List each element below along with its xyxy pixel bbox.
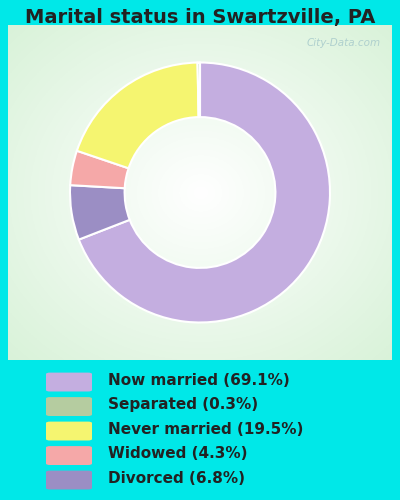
- Wedge shape: [70, 151, 128, 188]
- Text: Never married (19.5%): Never married (19.5%): [108, 422, 303, 437]
- Wedge shape: [70, 185, 130, 240]
- Text: City-Data.com: City-Data.com: [306, 38, 380, 48]
- Wedge shape: [198, 62, 200, 117]
- FancyBboxPatch shape: [46, 446, 92, 465]
- Text: Widowed (4.3%): Widowed (4.3%): [108, 446, 248, 462]
- Text: Divorced (6.8%): Divorced (6.8%): [108, 471, 245, 486]
- Text: Separated (0.3%): Separated (0.3%): [108, 398, 258, 412]
- Text: Marital status in Swartzville, PA: Marital status in Swartzville, PA: [25, 8, 375, 27]
- Wedge shape: [79, 62, 330, 322]
- FancyBboxPatch shape: [46, 422, 92, 440]
- Wedge shape: [77, 62, 198, 168]
- FancyBboxPatch shape: [46, 397, 92, 416]
- Text: Now married (69.1%): Now married (69.1%): [108, 373, 290, 388]
- FancyBboxPatch shape: [46, 470, 92, 490]
- FancyBboxPatch shape: [46, 372, 92, 392]
